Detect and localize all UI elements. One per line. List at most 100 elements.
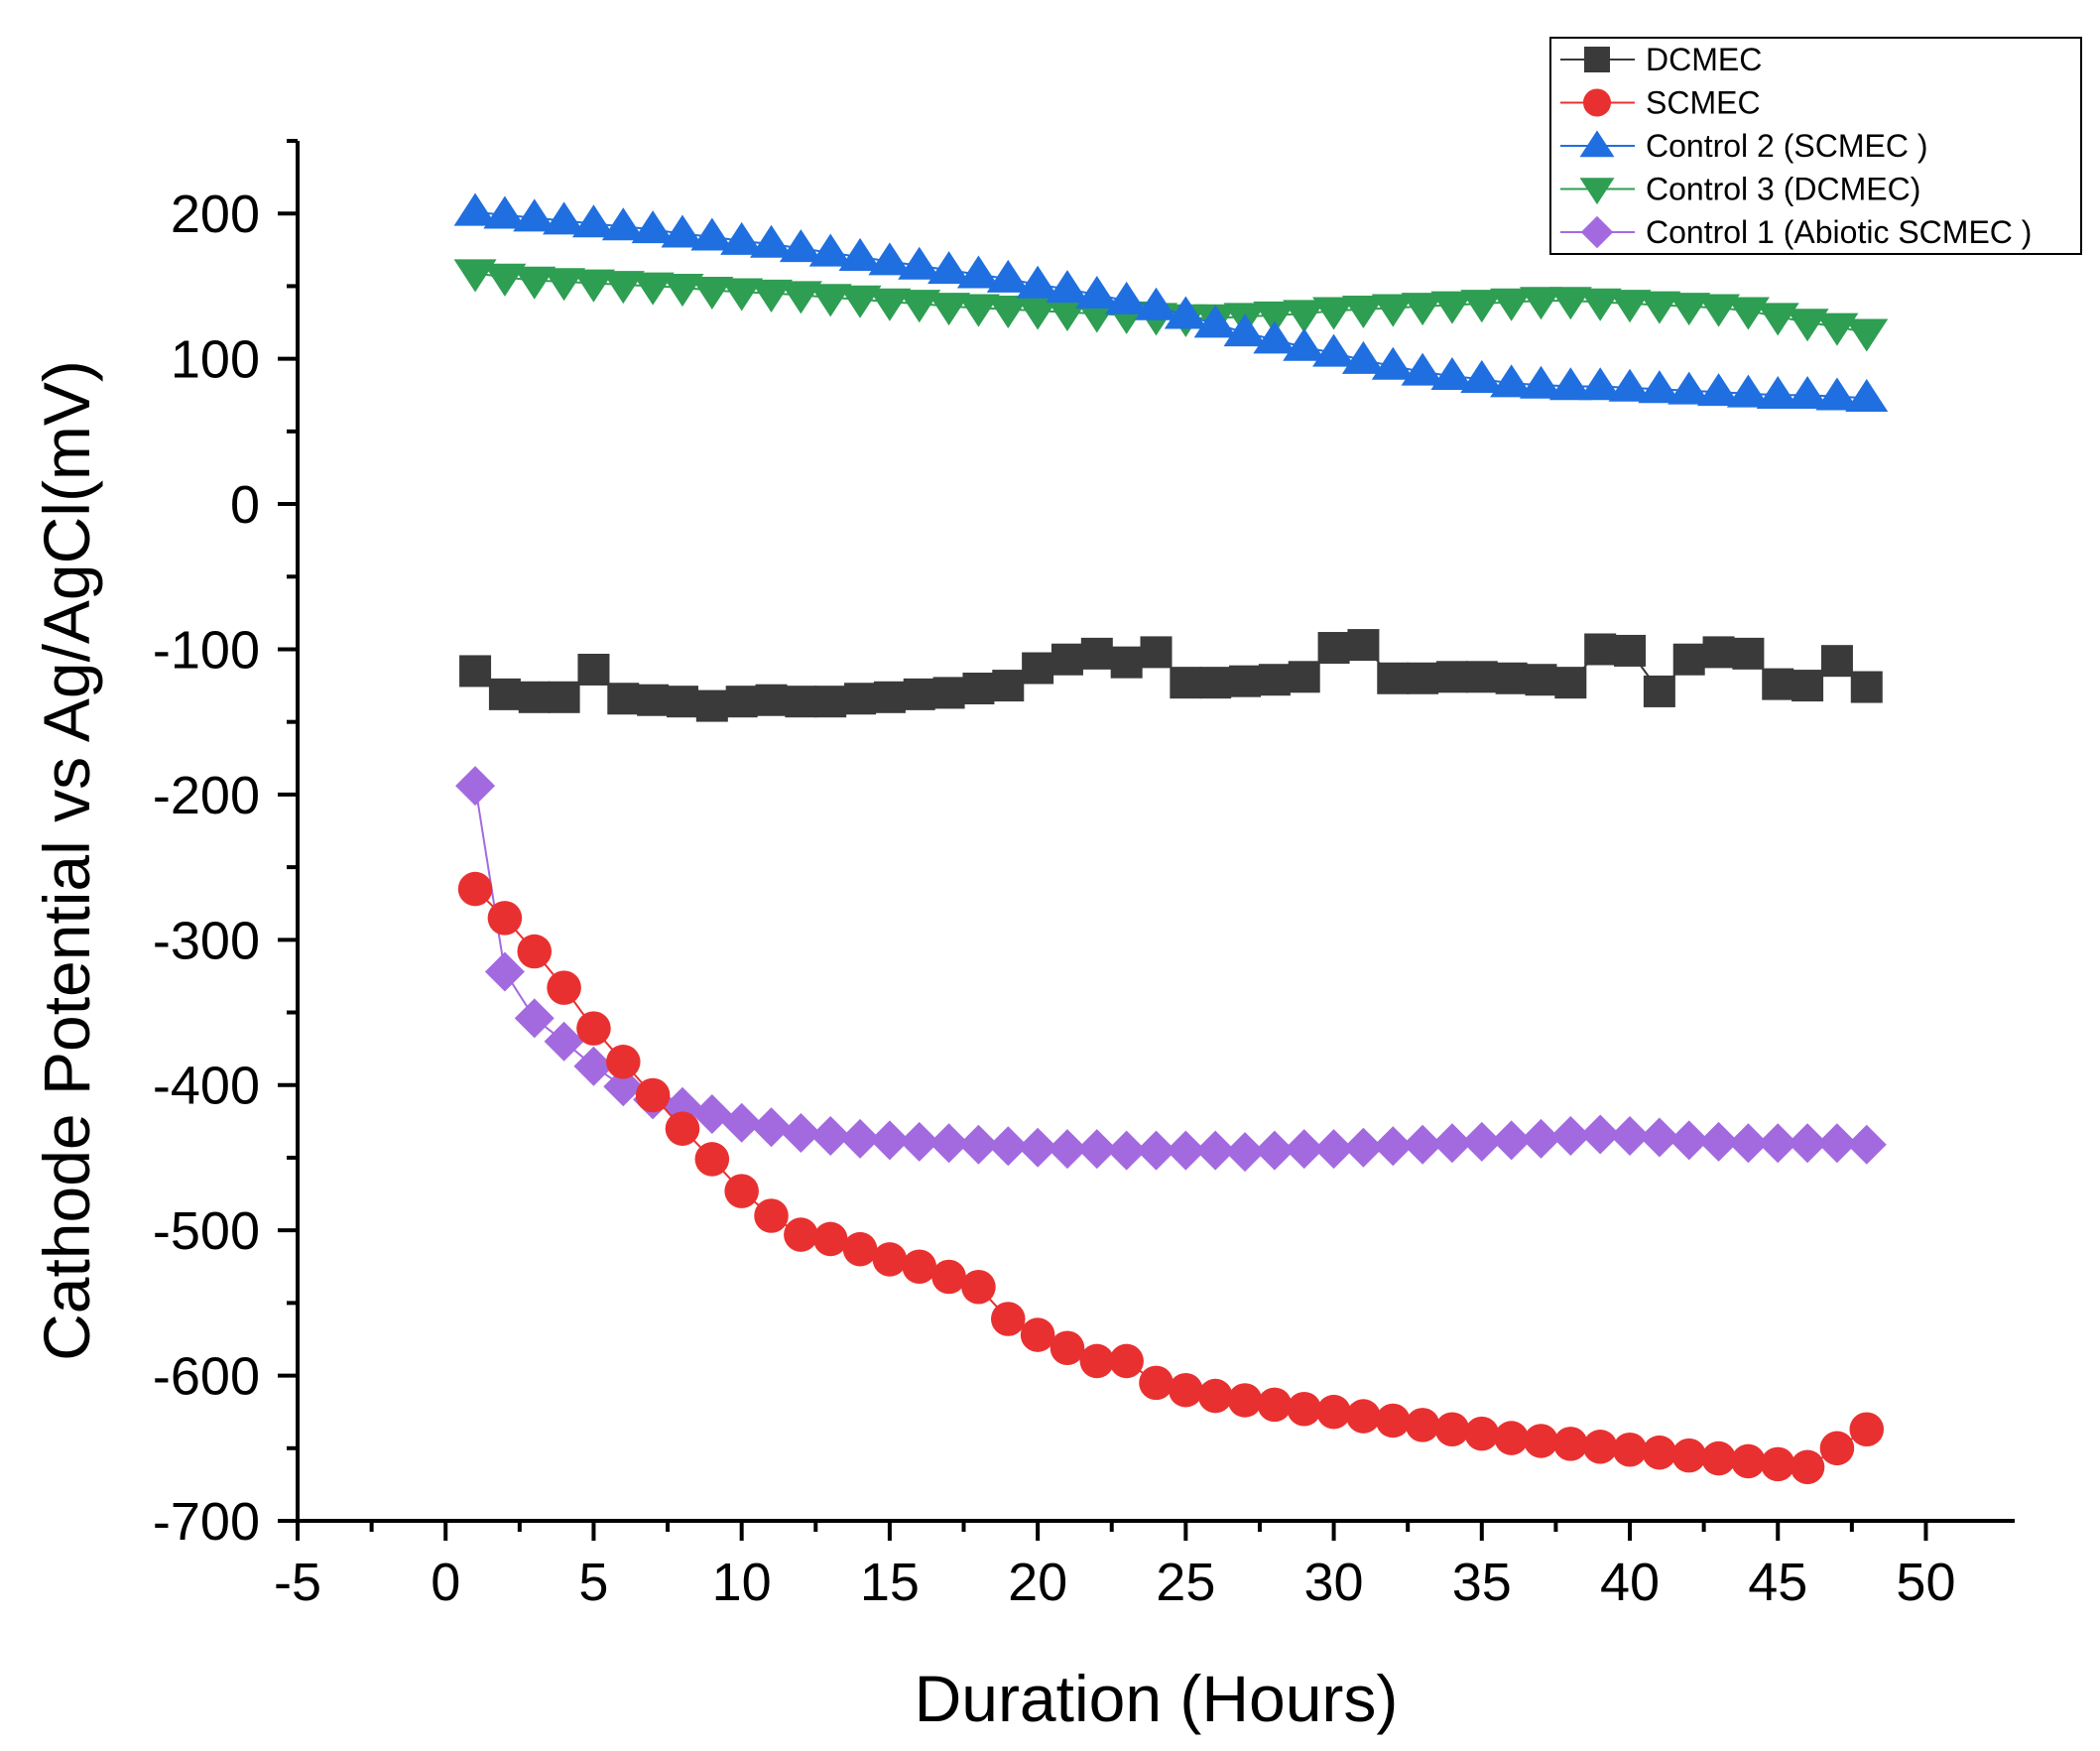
data-point <box>1434 1412 1470 1447</box>
data-point <box>1668 1120 1709 1161</box>
data-point <box>1521 1118 1561 1159</box>
data-point <box>1435 661 1468 693</box>
data-point <box>1815 377 1859 411</box>
data-point <box>1106 1130 1147 1171</box>
data-point <box>1253 301 1297 334</box>
data-point <box>842 1231 878 1267</box>
data-point <box>661 274 704 308</box>
data-point <box>691 1094 732 1135</box>
data-point <box>814 686 847 718</box>
data-point <box>1820 645 1853 678</box>
series-1 <box>459 629 1883 722</box>
y-tick-label: -100 <box>153 620 260 680</box>
data-point <box>838 285 882 318</box>
data-point <box>1519 365 1562 399</box>
data-point <box>666 686 698 718</box>
data-point <box>1850 671 1883 703</box>
data-point <box>724 1174 759 1208</box>
data-point <box>1643 675 1675 707</box>
data-point <box>1076 1129 1117 1170</box>
x-tick-label: 30 <box>1304 1553 1364 1612</box>
data-point <box>755 684 788 716</box>
data-point <box>899 1121 939 1162</box>
x-tick-label: 25 <box>1156 1553 1215 1612</box>
data-point <box>1050 643 1083 676</box>
data-point <box>1016 265 1059 299</box>
data-point <box>868 288 912 321</box>
data-point <box>635 1077 671 1113</box>
data-point <box>812 1221 848 1257</box>
data-point <box>1199 667 1232 699</box>
data-point <box>1550 1115 1591 1156</box>
data-point <box>986 296 1030 329</box>
legend-item: Control 3 (DCMEC) <box>1560 172 1920 207</box>
y-tick-label: -400 <box>153 1057 260 1116</box>
series-4 <box>453 259 1889 352</box>
data-point <box>1283 327 1326 361</box>
data-point <box>1227 1383 1263 1418</box>
legend-item: Control 1 (Abiotic SCMEC ) <box>1560 214 2032 250</box>
data-point <box>1375 1403 1411 1438</box>
data-point <box>544 1021 584 1062</box>
data-point <box>898 290 941 323</box>
x-tick-label: 45 <box>1748 1553 1807 1612</box>
data-point <box>1430 291 1474 324</box>
data-point <box>1139 1365 1174 1401</box>
data-point <box>1610 1115 1651 1156</box>
legend-label: Control 3 (DCMEC) <box>1646 172 1920 207</box>
data-point <box>1758 1123 1798 1164</box>
data-point <box>488 678 521 710</box>
data-point <box>840 1118 881 1159</box>
data-point <box>1346 1399 1381 1434</box>
data-point <box>1405 1408 1440 1442</box>
data-point <box>1578 288 1622 321</box>
data-point <box>1465 661 1498 693</box>
legend-label: Control 1 (Abiotic SCMEC ) <box>1646 214 2032 250</box>
data-point <box>750 224 794 258</box>
data-point <box>1403 1124 1443 1165</box>
data-point <box>1461 1121 1502 1162</box>
x-tick-label: 10 <box>712 1553 772 1612</box>
data-point <box>1050 1330 1085 1366</box>
legend-label: DCMEC <box>1646 42 1762 77</box>
data-point <box>513 198 556 232</box>
data-point <box>1490 364 1534 398</box>
data-point <box>808 284 852 317</box>
data-point <box>1407 662 1439 694</box>
y-tick-label: 100 <box>171 330 260 390</box>
data-point <box>1460 290 1504 323</box>
data-point <box>1254 1130 1295 1171</box>
data-point <box>1197 1378 1233 1414</box>
x-tick-label: 20 <box>1008 1553 1067 1612</box>
data-point <box>1608 368 1652 402</box>
data-point <box>1791 670 1824 702</box>
data-point <box>962 673 995 705</box>
data-point <box>1373 1126 1414 1167</box>
y-tick-label: -200 <box>153 766 260 825</box>
data-point <box>606 1045 641 1079</box>
data-point <box>1460 359 1504 393</box>
y-tick-label: -600 <box>153 1347 260 1407</box>
data-point <box>1169 1372 1203 1408</box>
data-point <box>1341 340 1385 374</box>
x-tick-label: 15 <box>860 1553 920 1612</box>
data-point <box>1697 294 1741 327</box>
legend-label: Control 2 (SCMEC ) <box>1646 128 1928 164</box>
data-point <box>517 934 553 969</box>
data-point <box>785 686 817 718</box>
data-point <box>1253 320 1297 354</box>
y-axis-title: Cathode Potential vs Ag/AgCl(mV) <box>30 360 103 1361</box>
data-point <box>1553 1427 1588 1461</box>
data-point <box>459 655 492 688</box>
data-point <box>1639 1117 1679 1158</box>
data-point <box>1401 293 1444 326</box>
data-point <box>1731 1443 1766 1479</box>
data-point <box>1495 662 1528 694</box>
data-point <box>932 677 965 709</box>
data-point <box>543 201 586 235</box>
data-point <box>1760 1446 1795 1482</box>
data-point <box>1136 1130 1176 1171</box>
data-point <box>1845 318 1889 352</box>
data-point <box>1580 1114 1621 1155</box>
data-point <box>1638 370 1681 404</box>
